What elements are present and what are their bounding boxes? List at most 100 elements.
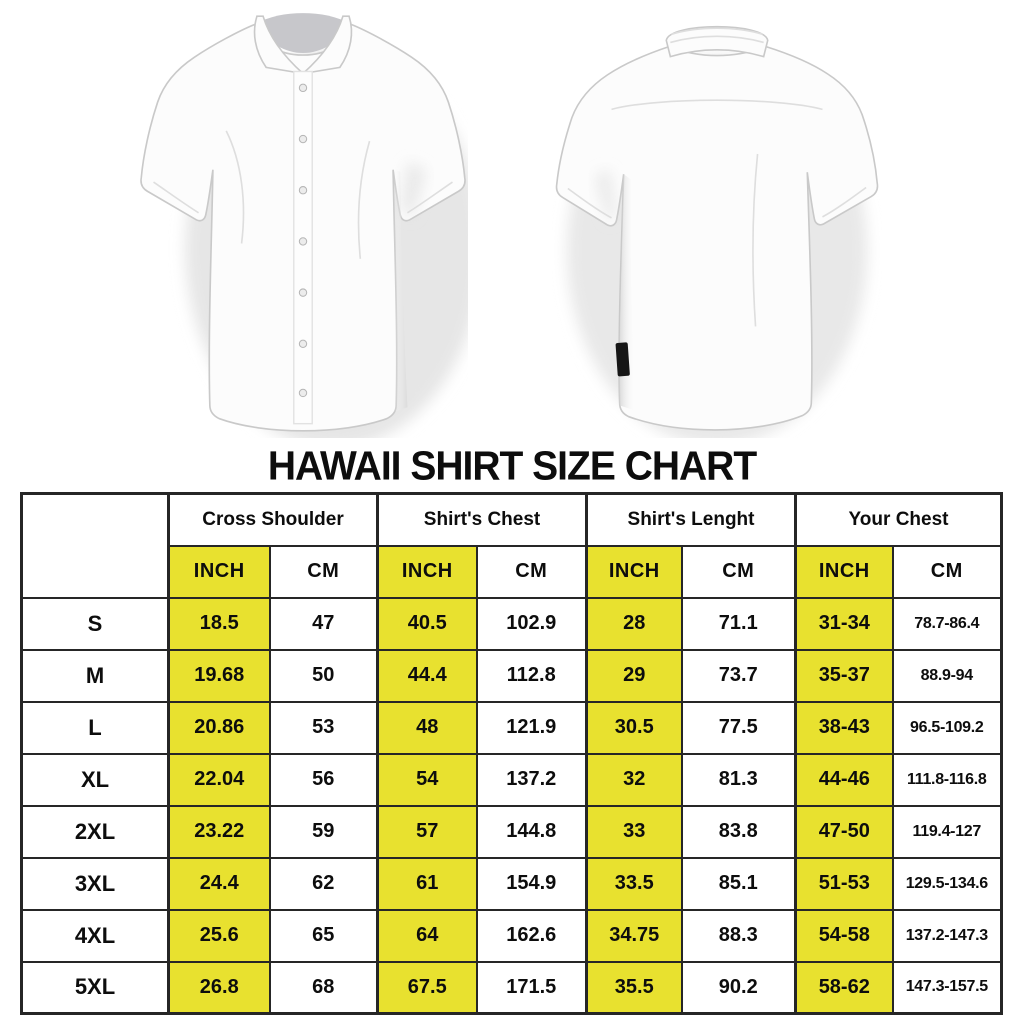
back-shirt-body	[555, 45, 879, 431]
table-cell-inch: 51-53	[794, 856, 894, 911]
table-cell-cm: 154.9	[475, 856, 588, 911]
table-cell-cm: 171.5	[475, 960, 588, 1015]
table-cell-cm: 129.5-134.6	[891, 856, 1003, 911]
table-cell-cm: 73.7	[680, 648, 797, 703]
table-cell-cm: 147.3-157.5	[891, 960, 1003, 1015]
table-cell-cm: 83.8	[680, 804, 797, 859]
table-cell-inch: 64	[376, 908, 478, 963]
table-cell-inch: 23.22	[167, 804, 271, 859]
table-cell-cm: 88.9-94	[891, 648, 1003, 703]
back-sleeve-shade	[595, 169, 617, 223]
table-cell-cm: 96.5-109.2	[891, 700, 1003, 755]
size-chart-table: Cross Shoulder Shirt's Chest Shirt's Len…	[20, 492, 1004, 1015]
back-collar-stitch-2	[670, 35, 764, 44]
table-cell-inch: 38-43	[794, 700, 894, 755]
table-cell-inch: 48	[376, 700, 478, 755]
back-wrinkle-1	[752, 153, 759, 327]
table-cell-inch: 34.75	[585, 908, 683, 963]
table-cell-cm: 90.2	[680, 960, 797, 1015]
table-cell-cm: 71.1	[680, 596, 797, 651]
table-cell-inch: 35-37	[794, 648, 894, 703]
back-collar-band	[665, 25, 769, 58]
table-cell-cm: 78.7-86.4	[891, 596, 1003, 651]
table-cell-cm: 144.8	[475, 804, 588, 859]
front-buttons	[298, 83, 308, 398]
back-yoke-seam	[611, 99, 823, 111]
size-label: 2XL	[20, 804, 170, 859]
table-cell-inch: 44.4	[376, 648, 478, 703]
table-cell-inch: 67.5	[376, 960, 478, 1015]
table-cell-inch: 33.5	[585, 856, 683, 911]
table-cell-inch: 35.5	[585, 960, 683, 1015]
table-cell-inch: 22.04	[167, 752, 271, 807]
back-cuff-seam-left	[567, 187, 612, 219]
table-cell-cm: 47	[268, 596, 379, 651]
front-neck-opening	[254, 13, 352, 54]
back-cuff-seam-right	[822, 186, 867, 218]
table-cell-cm: 62	[268, 856, 379, 911]
group-header-row: Cross Shoulder Shirt's Chest Shirt's Len…	[20, 492, 1003, 599]
table-cell-inch: 33	[585, 804, 683, 859]
table-cell-cm: 137.2-147.3	[891, 908, 1003, 963]
front-sleeve-shade	[400, 161, 426, 219]
table-cell-inch: 24.4	[167, 856, 271, 911]
front-left-cuff-seam	[153, 181, 200, 214]
size-label: 3XL	[20, 856, 170, 911]
table-cell-cm: 119.4-127	[891, 804, 1003, 859]
table-cell-cm: 65	[268, 908, 379, 963]
table-cell-cm: 88.3	[680, 908, 797, 963]
unit-header-inch: INCH	[376, 544, 478, 599]
white-shirt-back-image	[555, 25, 879, 438]
table-cell-inch: 20.86	[167, 700, 271, 755]
white-shirt-front-image	[140, 13, 468, 438]
table-row: XL 22.04 56 54 137.2 32 81.3 44-46 111.8…	[20, 752, 1003, 807]
table-cell-cm: 162.6	[475, 908, 588, 963]
unit-header-cm: CM	[475, 544, 588, 599]
group-header-your-chest: Your Chest	[794, 492, 1003, 547]
table-row: L 20.86 53 48 121.9 30.5 77.5 38-43 96.5…	[20, 700, 1003, 755]
front-wrinkle-2	[357, 140, 371, 259]
front-placket	[293, 70, 313, 425]
unit-header-cm: CM	[891, 544, 1003, 599]
table-cell-inch: 30.5	[585, 700, 683, 755]
table-cell-inch: 31-34	[794, 596, 894, 651]
front-right-side-shade	[393, 169, 408, 413]
table-cell-cm: 137.2	[475, 752, 588, 807]
table-cell-inch: 19.68	[167, 648, 271, 703]
table-row: 5XL 26.8 68 67.5 171.5 35.5 90.2 58-62 1…	[20, 960, 1003, 1015]
unit-header-row: INCH CM INCH CM INCH CM INCH CM	[22, 544, 1003, 599]
size-table-body: S 18.5 47 40.5 102.9 28 71.1 31-34 78.7-…	[20, 596, 1003, 1015]
table-row: 3XL 24.4 62 61 154.9 33.5 85.1 51-53 129…	[20, 856, 1003, 911]
table-cell-cm: 85.1	[680, 856, 797, 911]
table-row: 4XL 25.6 65 64 162.6 34.75 88.3 54-58 13…	[20, 908, 1003, 963]
table-cell-inch: 44-46	[794, 752, 894, 807]
table-cell-inch: 25.6	[167, 908, 271, 963]
table-row: 2XL 23.22 59 57 144.8 33 83.8 47-50 119.…	[20, 804, 1003, 859]
front-wrinkle-1	[225, 130, 245, 244]
table-cell-cm: 77.5	[680, 700, 797, 755]
table-cell-cm: 53	[268, 700, 379, 755]
table-cell-cm: 59	[268, 804, 379, 859]
table-cell-inch: 47-50	[794, 804, 894, 859]
back-collar-stitch-1	[671, 27, 763, 36]
unit-header-inch: INCH	[167, 544, 271, 599]
table-cell-cm: 102.9	[475, 596, 588, 651]
table-cell-cm: 121.9	[475, 700, 588, 755]
table-cell-inch: 61	[376, 856, 478, 911]
table-cell-inch: 29	[585, 648, 683, 703]
table-row: M 19.68 50 44.4 112.8 29 73.7 35-37 88.9…	[20, 648, 1003, 703]
unit-header-inch: INCH	[794, 544, 894, 599]
table-cell-inch: 54	[376, 752, 478, 807]
size-label: S	[20, 596, 170, 651]
size-label: 5XL	[20, 960, 170, 1015]
table-cell-cm: 112.8	[475, 648, 588, 703]
table-cell-inch: 28	[585, 596, 683, 651]
size-label: M	[20, 648, 170, 703]
table-row: S 18.5 47 40.5 102.9 28 71.1 31-34 78.7-…	[20, 596, 1003, 651]
table-cell-inch: 18.5	[167, 596, 271, 651]
back-hem-tag	[615, 342, 630, 377]
table-cell-cm: 68	[268, 960, 379, 1015]
group-header-shirts-lenght: Shirt's Lenght	[585, 492, 797, 547]
front-right-cuff-seam	[406, 181, 453, 214]
